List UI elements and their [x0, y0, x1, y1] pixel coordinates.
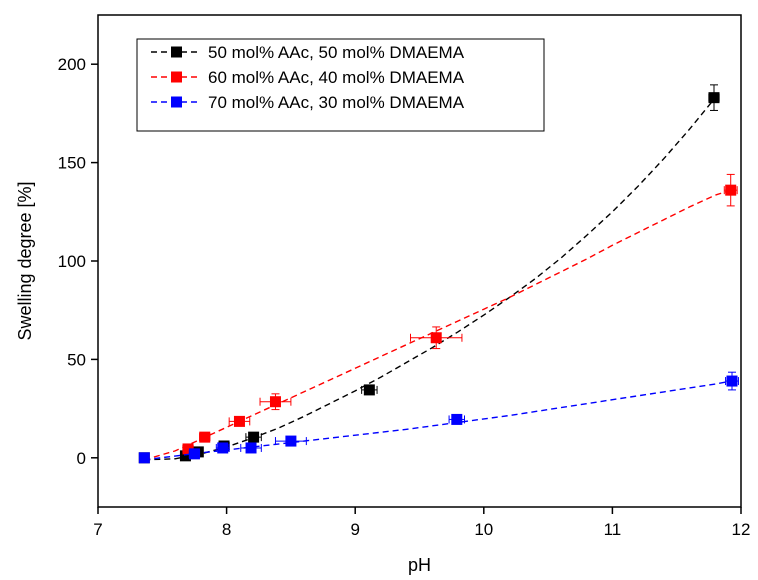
data-point: [245, 442, 257, 454]
legend-marker: [171, 46, 182, 58]
data-point: [725, 184, 737, 196]
x-tick-label: 8: [222, 520, 231, 539]
series-0: [138, 84, 720, 464]
legend-label: 70 mol% AAc, 30 mol% DMAEMA: [208, 93, 465, 112]
data-point: [188, 448, 200, 460]
legend-item: 50 mol% AAc, 50 mol% DMAEMA: [151, 43, 465, 62]
data-point: [248, 431, 260, 443]
y-tick-label: 50: [67, 350, 86, 369]
fit-line: [144, 97, 716, 461]
x-tick-label: 7: [93, 520, 102, 539]
x-tick-label: 11: [604, 520, 622, 539]
x-tick-label: 9: [350, 520, 359, 539]
y-tick-label: 150: [58, 154, 86, 173]
data-point: [182, 443, 194, 455]
y-tick-label: 200: [58, 55, 86, 74]
data-point: [726, 375, 738, 387]
legend: 50 mol% AAc, 50 mol% DMAEMA 60 mol% AAc,…: [136, 38, 545, 132]
legend-label: 50 mol% AAc, 50 mol% DMAEMA: [208, 43, 465, 62]
data-point: [285, 435, 297, 447]
x-tick-label: 12: [732, 520, 751, 539]
data-point: [179, 450, 191, 462]
legend-label: 60 mol% AAc, 40 mol% DMAEMA: [208, 68, 465, 87]
data-point: [430, 332, 442, 344]
data-point: [138, 452, 150, 464]
y-axis-label: Swelling degree [%]: [15, 181, 35, 340]
fit-line: [144, 189, 731, 461]
legend-box: [136, 38, 545, 132]
data-point: [217, 442, 229, 454]
legend-marker: [171, 71, 182, 83]
series-1: [144, 173, 738, 461]
series-2: [138, 371, 739, 464]
data-point: [708, 92, 720, 104]
axis-ticks: 7 8 9 10 11 12 0 50 100 150 200: [58, 55, 751, 539]
legend-item: 70 mol% AAc, 30 mol% DMAEMA: [151, 93, 465, 112]
data-point: [269, 396, 281, 408]
series-layer: [138, 84, 739, 464]
x-axis-label: pH: [408, 555, 431, 575]
legend-item: 60 mol% AAc, 40 mol% DMAEMA: [151, 68, 465, 87]
y-tick-label: 0: [77, 449, 86, 468]
data-point: [451, 413, 463, 425]
y-tick-label: 100: [58, 252, 86, 271]
data-point: [233, 415, 245, 427]
data-point: [363, 384, 375, 396]
x-tick-label: 10: [474, 520, 493, 539]
legend-marker: [171, 96, 182, 108]
data-point: [199, 431, 211, 443]
fit-line: [144, 380, 733, 461]
